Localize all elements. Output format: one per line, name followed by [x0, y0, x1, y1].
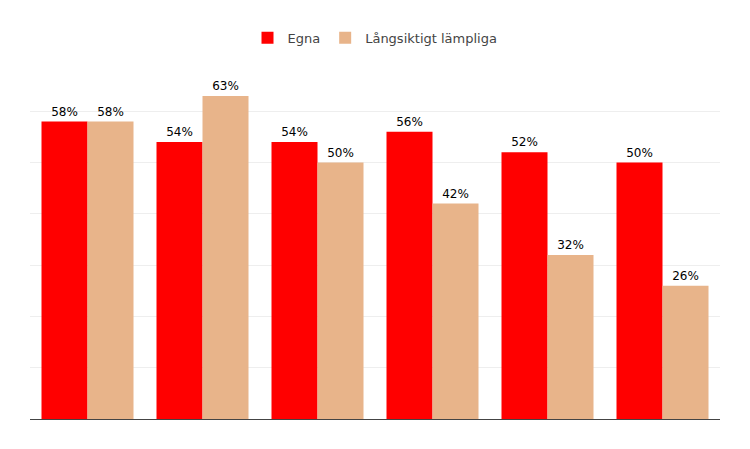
svg-text:56%: 56% [396, 115, 423, 129]
svg-text:63%: 63% [212, 79, 239, 93]
svg-text:54%: 54% [166, 125, 193, 139]
svg-text:54%: 54% [281, 125, 308, 139]
svg-text:58%: 58% [51, 105, 78, 119]
svg-text:50%: 50% [626, 146, 653, 160]
svg-text:52%: 52% [511, 135, 538, 149]
svg-text:42%: 42% [442, 187, 469, 201]
svg-text:50%: 50% [327, 146, 354, 160]
svg-text:58%: 58% [97, 105, 124, 119]
svg-text:Långsiktigt lämpliga: Långsiktigt lämpliga [365, 31, 497, 46]
svg-text:Egna: Egna [288, 31, 321, 46]
svg-text:26%: 26% [672, 269, 699, 283]
svg-text:32%: 32% [557, 238, 584, 252]
